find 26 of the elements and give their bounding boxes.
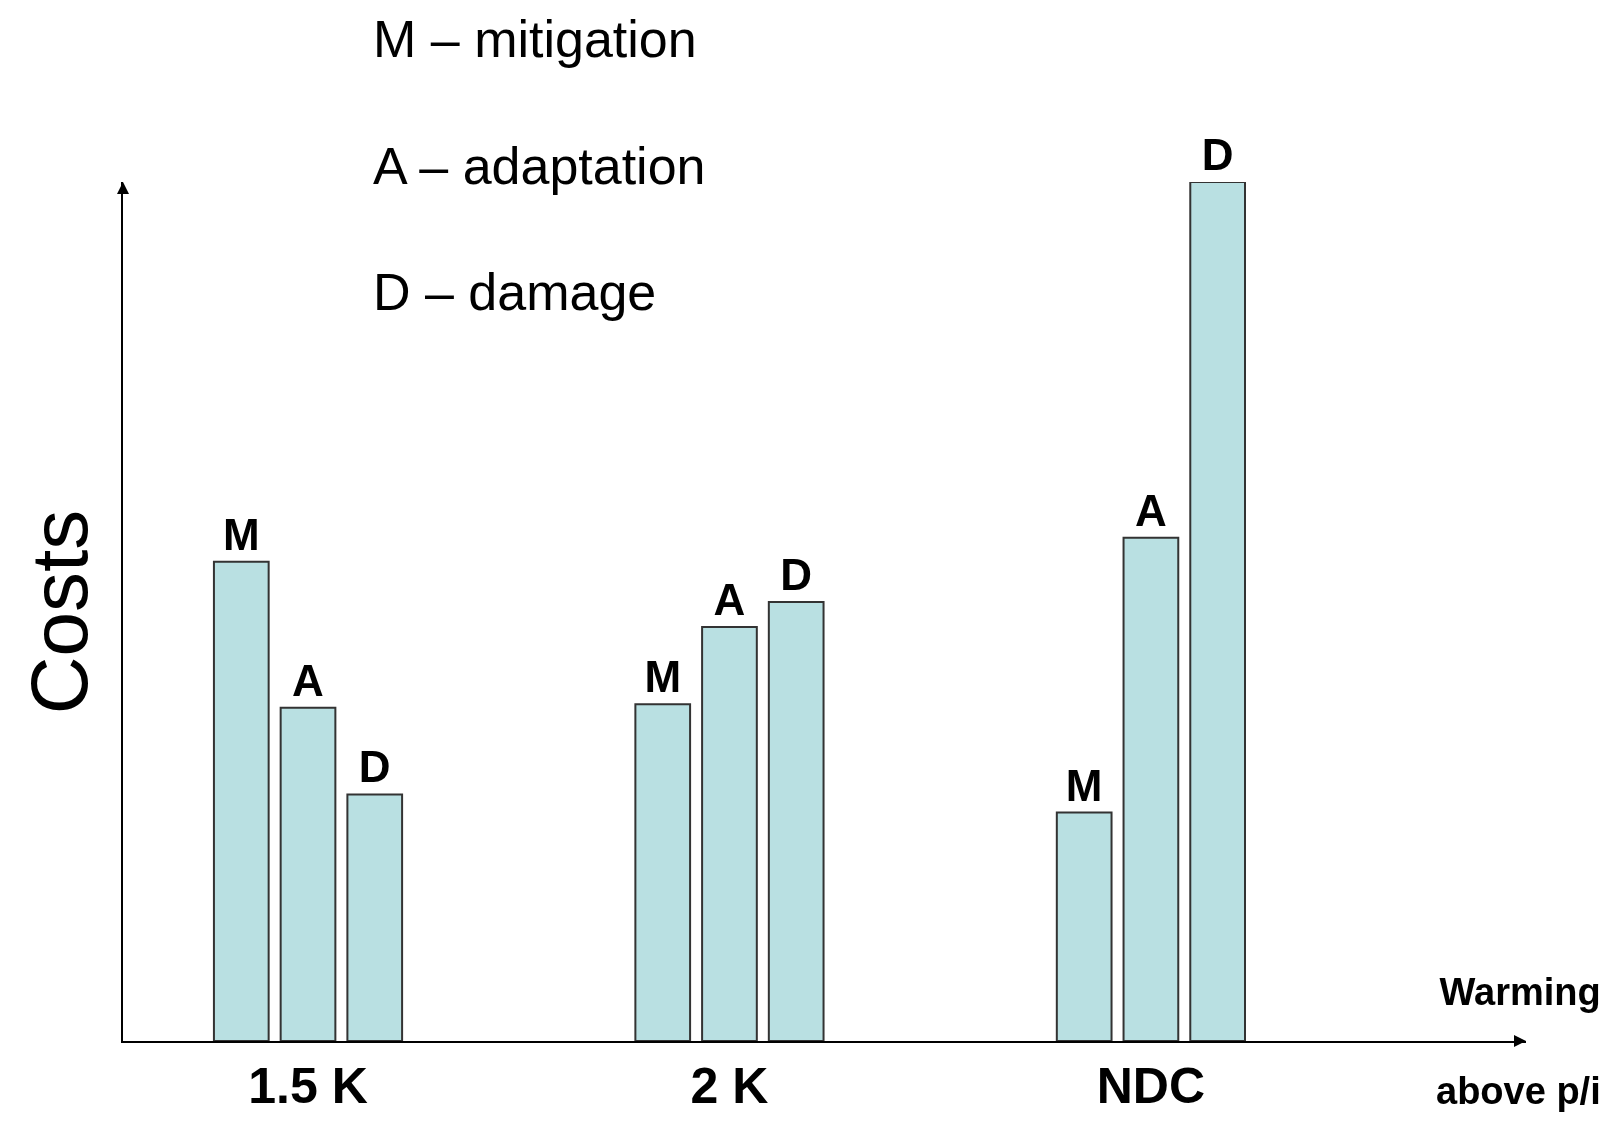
bar [767, 601, 825, 1041]
text: M [1065, 760, 1103, 810]
bar [346, 793, 404, 1041]
bar [279, 706, 337, 1041]
bar [1189, 182, 1246, 1041]
x-tick-label: 2 K [690, 1058, 769, 1114]
x-tick-label: NDC [1096, 1058, 1206, 1114]
text: A [1135, 485, 1167, 535]
bar [634, 703, 692, 1041]
text: D [780, 550, 813, 600]
series-label: A [292, 655, 324, 705]
bar [1122, 536, 1180, 1041]
annotation: D – damage [373, 263, 657, 321]
text: M – mitigation [373, 10, 697, 68]
text: Warming above p/i [1436, 971, 1601, 1112]
series-label: M [222, 509, 260, 559]
bar [701, 625, 758, 1041]
series-label: D [358, 742, 391, 792]
x-tick-label: 1.5 K [248, 1058, 368, 1114]
text: D [1201, 130, 1234, 179]
text: A [713, 574, 746, 624]
y-axis-title: Costs [15, 509, 105, 715]
bar [1055, 811, 1113, 1041]
bar [212, 560, 270, 1041]
text: M [644, 652, 682, 702]
annotation: A – adaptation [373, 137, 706, 195]
